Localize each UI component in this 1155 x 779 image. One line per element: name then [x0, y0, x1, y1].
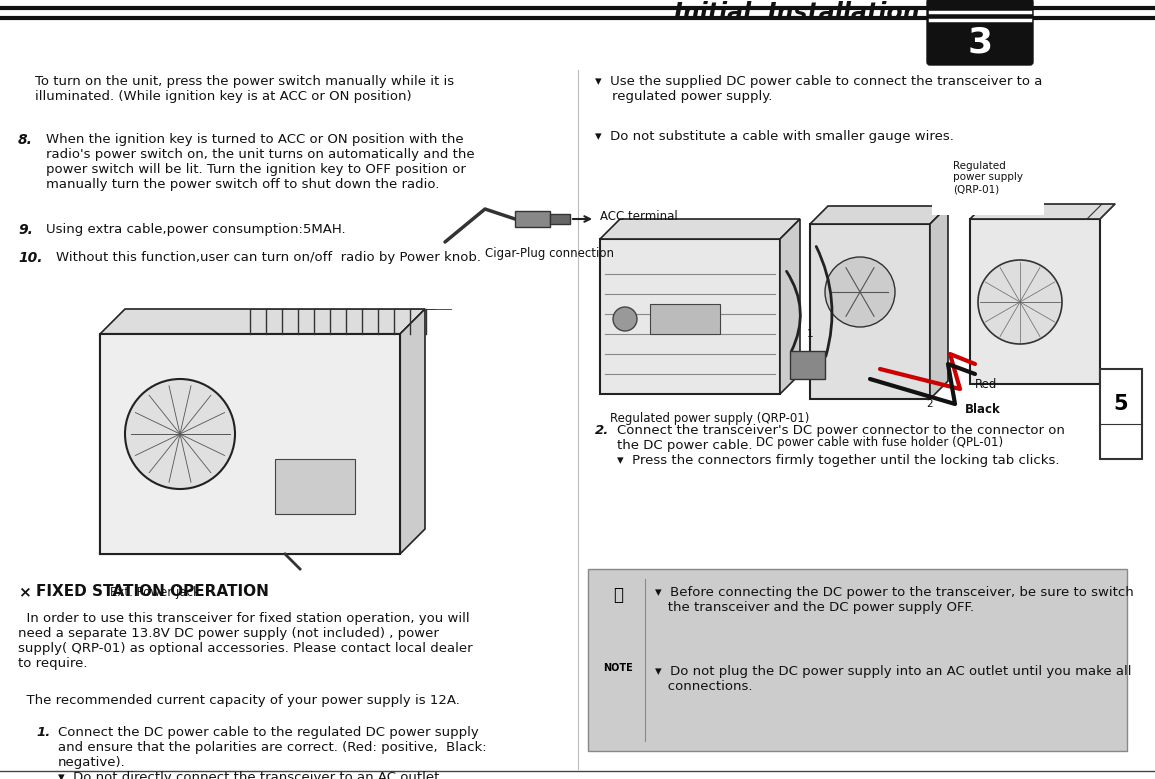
Text: 5: 5 [1113, 394, 1128, 414]
Polygon shape [970, 219, 1100, 384]
Text: In order to use this transceiver for fixed station operation, you will
need a se: In order to use this transceiver for fix… [18, 612, 472, 670]
Circle shape [613, 307, 638, 331]
Bar [790, 351, 825, 379]
Text: 9.: 9. [18, 223, 32, 237]
Text: 🔈: 🔈 [613, 586, 623, 604]
Polygon shape [810, 224, 930, 399]
Text: Red: Red [975, 378, 998, 390]
Text: DC power cable with fuse holder (QPL-01): DC power cable with fuse holder (QPL-01) [757, 436, 1004, 449]
Text: Connect the DC power cable to the regulated DC power supply
and ensure that the : Connect the DC power cable to the regula… [58, 726, 486, 779]
Text: ⨯: ⨯ [18, 584, 31, 599]
Polygon shape [599, 239, 780, 394]
Text: 2: 2 [926, 399, 933, 409]
Polygon shape [599, 219, 800, 239]
Text: The recommended current capacity of your power supply is 12A.: The recommended current capacity of your… [18, 694, 460, 707]
Circle shape [978, 260, 1061, 344]
Bar [515, 211, 550, 227]
Bar [275, 459, 355, 514]
Text: 2.: 2. [595, 424, 609, 437]
Polygon shape [100, 334, 400, 554]
Text: 1.: 1. [36, 726, 51, 739]
FancyBboxPatch shape [927, 0, 1033, 65]
Bar [1100, 369, 1142, 459]
Text: 8.: 8. [18, 133, 32, 147]
Text: Initial  Installation: Initial Installation [675, 1, 921, 25]
Circle shape [825, 257, 895, 327]
Bar [550, 214, 571, 224]
Text: When the ignition key is turned to ACC or ON position with the
radio's power swi: When the ignition key is turned to ACC o… [46, 133, 475, 191]
Text: FIXED STATION OPERATION: FIXED STATION OPERATION [36, 584, 269, 599]
Text: Using extra cable,power consumption:5MAH.: Using extra cable,power consumption:5MAH… [46, 223, 345, 236]
Polygon shape [100, 309, 425, 334]
Text: 1: 1 [806, 329, 813, 339]
Text: ▾  Do not substitute a cable with smaller gauge wires.: ▾ Do not substitute a cable with smaller… [595, 130, 954, 143]
Text: 3: 3 [968, 25, 992, 59]
Text: ACC terminal: ACC terminal [599, 210, 678, 223]
Text: Regulated
power supply
(QRP-01): Regulated power supply (QRP-01) [953, 160, 1023, 194]
Text: Black: Black [964, 403, 1000, 415]
Text: Regulated power supply (QRP-01): Regulated power supply (QRP-01) [610, 412, 810, 425]
Polygon shape [970, 204, 1115, 219]
Bar [650, 304, 720, 334]
Text: Without this function,user can turn on/off  radio by Power knob.: Without this function,user can turn on/o… [55, 251, 480, 264]
Polygon shape [930, 206, 948, 399]
Text: To turn on the unit, press the power switch manually while it is
    illuminated: To turn on the unit, press the power swi… [18, 75, 454, 103]
Polygon shape [780, 219, 800, 394]
Circle shape [125, 379, 234, 489]
Text: ▾  Before connecting the DC power to the transceiver, be sure to switch
   the t: ▾ Before connecting the DC power to the … [655, 586, 1134, 614]
Text: Cigar-Plug connection: Cigar-Plug connection [485, 247, 614, 260]
Text: Ext. Power jack: Ext. Power jack [110, 586, 200, 599]
Text: 10.: 10. [18, 251, 43, 265]
Text: NOTE: NOTE [603, 663, 633, 673]
Text: ▾  Use the supplied DC power cable to connect the transceiver to a
    regulated: ▾ Use the supplied DC power cable to con… [595, 75, 1042, 103]
Polygon shape [400, 309, 425, 554]
Polygon shape [810, 206, 948, 224]
FancyBboxPatch shape [588, 569, 1127, 751]
Text: Connect the transceiver's DC power connector to the connector on
the DC power ca: Connect the transceiver's DC power conne… [617, 424, 1065, 467]
Text: ▾  Do not plug the DC power supply into an AC outlet until you make all
   conne: ▾ Do not plug the DC power supply into a… [655, 665, 1132, 693]
